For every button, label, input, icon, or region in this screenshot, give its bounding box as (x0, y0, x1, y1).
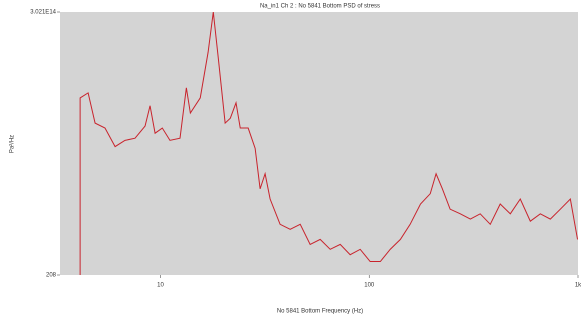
plot-area (60, 12, 578, 275)
chart-title: Na_in1 Ch 2 : No 5841 Bottom PSD of stre… (260, 4, 380, 10)
x-tick-label: 100 (364, 283, 375, 289)
y-tick-label: 3.021E14 (30, 10, 56, 16)
x-tick-label: 1k (575, 283, 581, 289)
y-tick-label: 208 (46, 273, 57, 279)
data-line (79, 12, 579, 275)
y-axis-label: Pa²/Hz (10, 135, 16, 153)
x-tick-label: 10 (157, 283, 164, 289)
x-axis-label: No 5841 Bottom Frequency (Hz) (277, 309, 363, 315)
